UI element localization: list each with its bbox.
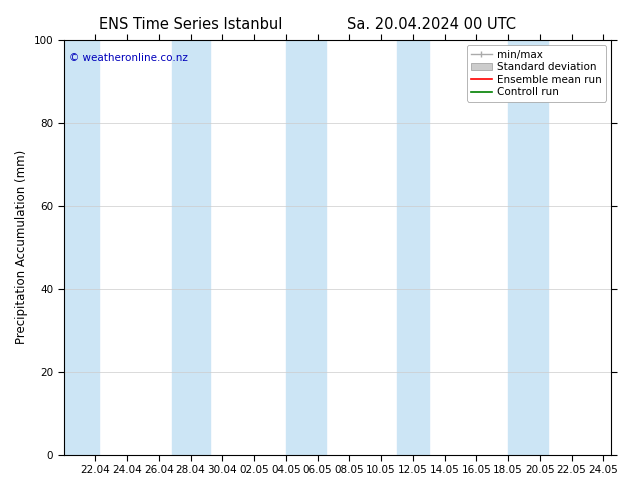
Bar (286, 40, 325, 455)
Bar (172, 40, 210, 455)
Bar (397, 40, 429, 455)
Text: Sa. 20.04.2024 00 UTC: Sa. 20.04.2024 00 UTC (347, 17, 515, 32)
Text: © weatheronline.co.nz: © weatheronline.co.nz (69, 52, 188, 63)
Text: ENS Time Series Istanbul: ENS Time Series Istanbul (98, 17, 282, 32)
Bar (63, 40, 98, 455)
Y-axis label: Precipitation Accumulation (mm): Precipitation Accumulation (mm) (15, 150, 28, 344)
Legend: min/max, Standard deviation, Ensemble mean run, Controll run: min/max, Standard deviation, Ensemble me… (467, 46, 606, 101)
Bar (508, 40, 548, 455)
